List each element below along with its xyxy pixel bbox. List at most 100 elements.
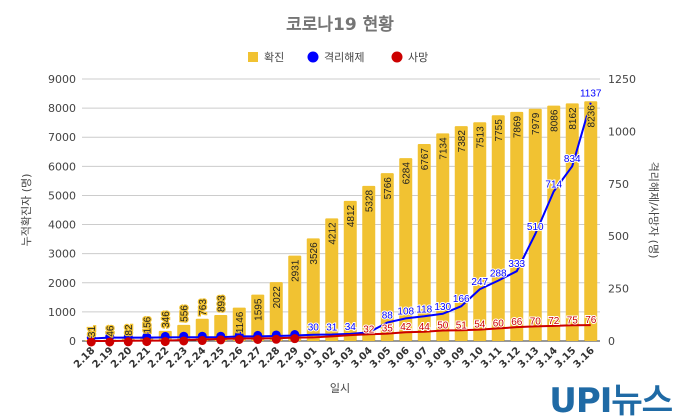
bar-data-label: 6284 [401,162,412,185]
y-left-tick-label: 4000 [48,219,76,232]
bar-data-label: 5328 [364,189,375,212]
bar-data-label: 2931 [290,259,301,282]
bar [473,122,487,341]
x-tick-label: 3.16 [572,345,597,370]
bar [454,126,468,341]
bar-data-label: 3526 [309,242,320,265]
legend-label: 확진 [264,51,284,64]
x-axis-label: 일시 [330,381,350,395]
y-axis-left-label: 누적확진자 (명) [20,174,33,247]
bar-data-label: 7382 [457,130,468,153]
line-point [123,337,133,347]
line-data-label: 130 [434,302,451,313]
bar [528,108,542,341]
line-point [160,337,170,347]
y-left-tick-label: 5000 [48,189,76,202]
line-data-label: 51 [456,320,468,331]
line-data-label: 32 [363,324,375,335]
line-data-label: 54 [474,320,486,331]
bar-data-label: 8162 [568,107,579,130]
line-data-label: 66 [511,317,523,328]
bar-data-label: 893 [216,295,227,312]
legend-label: 격리해제 [324,50,364,64]
line-point [105,337,115,347]
line-data-label: 1137 [580,89,602,100]
line-data-label: 42 [400,322,412,333]
line-data-label: 75 [567,315,579,326]
bar [584,101,598,341]
bar [269,282,283,341]
line-data-label: 166 [453,294,470,305]
bar-data-label: 46 [105,325,116,337]
y-left-tick-label: 0 [69,335,76,348]
line-data-label: 118 [416,304,432,315]
y-left-tick-label: 6000 [48,160,76,173]
bar-data-label: 4212 [327,222,338,245]
bar [343,200,357,341]
upi-logo: UPI뉴스 [549,381,673,419]
bar-data-label: 8086 [549,109,560,132]
legend: 확진 격리해제 사망 [248,50,428,64]
line-point [253,334,263,344]
bar-data-label: 6767 [420,148,431,171]
bar [565,103,579,341]
y-axis-right-label: 격리해제/사망자 (명) [647,162,661,259]
line-data-label: 31 [326,323,338,334]
line-data-label: 60 [493,318,505,329]
bar-data-label: 1595 [253,298,264,321]
line-data-label: 247 [471,277,488,288]
line-data-label: 44 [419,322,431,333]
y-right-tick-label: 1000 [608,125,636,138]
bar-data-label: 763 [198,299,209,316]
line-point [197,336,207,346]
line-point [142,337,152,347]
y-right-tick-label: 0 [608,335,615,348]
bar-data-label: 7869 [512,115,523,138]
y-left-tick-label: 3000 [48,248,76,261]
bar-data-label: 7755 [494,119,505,142]
legend-swatch [248,52,258,62]
legend-swatch [307,51,319,63]
bar [362,185,376,341]
line-point [179,336,189,346]
line-data-label: 108 [397,306,414,317]
bar [510,111,524,341]
line-data-label: 288 [490,269,507,280]
line-data-label: 510 [527,222,544,233]
y-left-tick-label: 9000 [48,73,76,86]
legend-swatch [391,51,403,63]
y-left-tick-label: 1000 [48,306,76,319]
bar [417,144,431,341]
bar [436,133,450,341]
y-right-tick-label: 1250 [608,73,636,86]
logo-text: UPI뉴스 [549,381,672,419]
bar-data-label: 82 [124,324,135,336]
line-data-label: 76 [585,315,597,326]
bar [306,238,320,341]
bar [325,218,339,341]
line-point [216,335,226,345]
line-data-label: 834 [564,154,581,165]
y-left-tick-label: 7000 [48,131,76,144]
bar [547,105,561,341]
line-data-label: 72 [548,316,560,327]
series-line [91,102,592,340]
bar [491,115,505,341]
line-data-label: 30 [308,323,320,334]
bar-data-label: 7134 [438,137,449,160]
y-right-tick-label: 750 [608,178,629,191]
line-data-label: 88 [382,311,394,322]
bar [288,255,302,341]
bar-data-label: 2022 [272,286,283,309]
bar-data-label: 8236 [586,105,597,128]
bar-data-label: 1146 [235,311,246,333]
bar-data-label: 7513 [475,126,486,149]
line-point [271,334,281,344]
bar-data-label: 5766 [383,177,394,200]
y-left-tick-label: 2000 [48,277,76,290]
series-line [91,324,591,342]
y-right-tick-label: 250 [608,283,629,296]
bar-data-label: 7979 [531,112,542,135]
